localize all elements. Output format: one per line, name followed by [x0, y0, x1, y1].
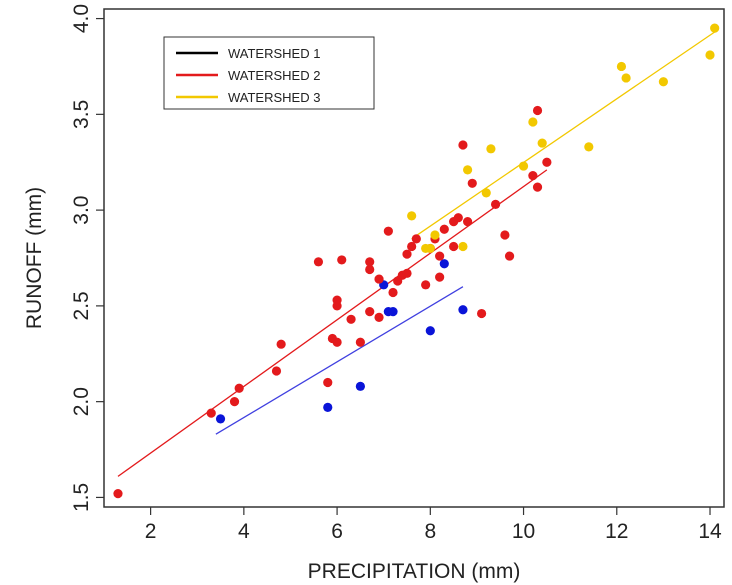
point-series-2 — [229, 397, 240, 407]
point-series-2 — [449, 241, 459, 252]
point-series-2 — [332, 295, 342, 305]
point-series-2 — [355, 337, 365, 347]
point-series-2 — [113, 488, 123, 499]
point-series-2 — [402, 249, 412, 259]
point-series-2 — [365, 257, 375, 267]
x-tick-label: 10 — [512, 520, 535, 543]
point-series-2 — [402, 268, 412, 278]
point-series-3 — [425, 243, 435, 254]
y-axis-title: RUNOFF (mm) — [23, 187, 46, 329]
point-series-2 — [271, 366, 282, 376]
x-tick-label: 12 — [605, 520, 628, 543]
point-series-2 — [337, 255, 347, 265]
y-tick-label: 4.0 — [70, 4, 93, 33]
fit-line-series-3 — [411, 31, 716, 240]
point-series-2 — [206, 408, 216, 418]
x-tick-label: 6 — [331, 520, 343, 543]
point-series-2 — [332, 337, 342, 347]
fit-lines — [117, 31, 716, 477]
point-series-1 — [458, 305, 468, 315]
point-series-1 — [355, 381, 365, 391]
point-series-2 — [463, 217, 473, 227]
point-series-3 — [710, 23, 720, 33]
point-series-2 — [313, 257, 324, 267]
point-series-2 — [374, 274, 384, 284]
point-series-2 — [528, 171, 538, 181]
x-tick-label: 14 — [698, 520, 722, 543]
point-series-1 — [388, 307, 398, 317]
point-series-3 — [621, 73, 631, 83]
point-series-2 — [388, 287, 398, 298]
point-series-2 — [542, 157, 552, 167]
point-series-1 — [425, 326, 435, 336]
point-series-2 — [458, 140, 468, 150]
point-series-3 — [486, 144, 496, 154]
point-series-3 — [658, 77, 668, 87]
data-points — [113, 23, 720, 499]
point-series-2 — [365, 264, 375, 275]
point-series-2 — [490, 199, 501, 209]
x-tick-label: 8 — [424, 520, 436, 543]
point-series-2 — [500, 230, 510, 240]
legend: WATERSHED 1 WATERSHED 2 WATERSHED 3 — [163, 36, 375, 110]
point-series-3 — [584, 142, 594, 152]
point-series-2 — [504, 251, 515, 261]
fit-line-series-2 — [117, 169, 548, 477]
point-series-3 — [430, 230, 440, 240]
point-series-2 — [476, 308, 487, 319]
point-series-3 — [481, 188, 491, 198]
point-series-2 — [383, 226, 393, 236]
point-series-3 — [458, 241, 468, 252]
y-axis: 1.5 2.0 2.5 3.0 3.5 4.0 — [70, 4, 104, 512]
point-series-1 — [439, 259, 449, 269]
point-series-3 — [705, 50, 715, 60]
point-series-2 — [276, 339, 286, 349]
point-series-3 — [518, 161, 529, 171]
x-axis: 2 4 6 8 10 12 14 — [145, 507, 722, 543]
point-series-2 — [323, 377, 333, 388]
point-series-1 — [215, 414, 226, 424]
point-series-3 — [616, 61, 627, 72]
x-axis-title: PRECIPITATION (mm) — [308, 560, 521, 583]
point-series-2 — [453, 213, 463, 223]
fit-line-series-1 — [215, 286, 464, 435]
point-series-2 — [532, 105, 543, 116]
plot-frame — [103, 8, 725, 508]
point-series-1 — [323, 402, 333, 412]
x-tick-label: 4 — [238, 520, 250, 543]
legend-label-3: WATERSHED 3 — [228, 90, 320, 105]
point-series-3 — [463, 165, 473, 175]
x-tick-label: 2 — [145, 520, 157, 543]
point-series-2 — [411, 234, 421, 244]
point-series-3 — [537, 138, 547, 148]
y-tick-label: 3.5 — [70, 100, 93, 129]
point-series-2 — [234, 383, 244, 393]
y-tick-label: 2.0 — [70, 387, 93, 416]
point-series-2 — [407, 241, 417, 252]
y-tick-label: 1.5 — [70, 483, 93, 512]
y-tick-label: 2.5 — [70, 291, 93, 320]
point-series-2 — [532, 182, 543, 192]
point-series-2 — [439, 224, 449, 234]
point-series-2 — [435, 251, 445, 261]
point-series-2 — [467, 178, 477, 188]
point-series-2 — [346, 314, 356, 324]
point-series-2 — [421, 280, 431, 290]
y-tick-label: 3.0 — [70, 196, 93, 225]
point-series-2 — [435, 272, 445, 282]
legend-label-1: WATERSHED 1 — [228, 46, 320, 61]
legend-label-2: WATERSHED 2 — [228, 68, 320, 83]
point-series-3 — [407, 211, 417, 221]
point-series-2 — [365, 307, 375, 317]
point-series-3 — [528, 117, 538, 127]
point-series-2 — [374, 312, 384, 322]
